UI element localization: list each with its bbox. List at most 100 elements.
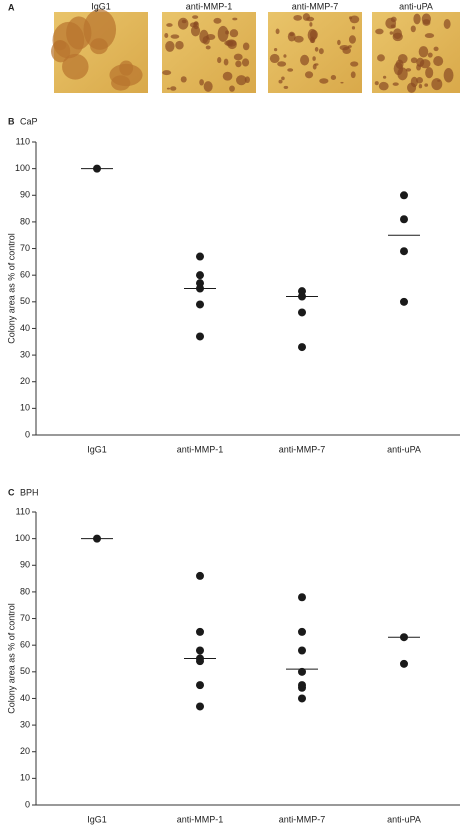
- stain: [52, 21, 85, 59]
- stain: [229, 85, 235, 92]
- stain: [443, 19, 451, 29]
- stain: [413, 13, 421, 25]
- data-point: [298, 667, 306, 676]
- stain: [277, 61, 287, 67]
- stain: [309, 22, 313, 27]
- data-point: [196, 332, 204, 341]
- y-tick-label: 90: [20, 560, 30, 570]
- x-tick-label: anti-uPA: [387, 444, 421, 454]
- y-tick-label: 40: [20, 323, 30, 333]
- data-point: [196, 681, 204, 690]
- y-tick-label: 50: [20, 296, 30, 306]
- x-tick-label: IgG1: [87, 814, 107, 824]
- stain: [233, 53, 243, 61]
- stain: [309, 36, 315, 44]
- stain: [273, 48, 278, 52]
- data-point: [196, 252, 204, 261]
- stain: [347, 45, 352, 48]
- stain: [342, 46, 351, 55]
- stain: [170, 86, 177, 91]
- y-tick-label: 10: [20, 403, 30, 413]
- data-point: [400, 191, 408, 200]
- data-point: [400, 659, 408, 668]
- stain: [300, 54, 310, 66]
- image-label: anti-uPA: [399, 1, 433, 11]
- data-point: [196, 657, 204, 666]
- data-point: [298, 343, 306, 352]
- stain: [222, 71, 233, 81]
- data-point: [400, 215, 408, 224]
- stain: [330, 75, 337, 81]
- stain: [389, 31, 394, 35]
- y-tick-label: 10: [20, 773, 30, 783]
- stain: [443, 67, 454, 83]
- stain: [203, 81, 213, 92]
- stain: [393, 62, 404, 76]
- stain: [304, 71, 314, 79]
- stain: [424, 83, 429, 87]
- stain: [416, 64, 421, 71]
- panel-label: A: [8, 2, 15, 12]
- chart-title: BPH: [20, 487, 39, 497]
- stain: [275, 28, 280, 35]
- stain: [62, 53, 89, 80]
- stain: [351, 26, 356, 30]
- stain: [205, 45, 211, 50]
- stain: [422, 19, 431, 26]
- stain: [410, 25, 416, 33]
- stain: [83, 9, 117, 50]
- stain: [293, 35, 304, 43]
- y-axis-label: Colony area as % of control: [6, 233, 16, 344]
- stain: [377, 54, 385, 62]
- data-point: [196, 300, 204, 309]
- stain: [348, 35, 356, 44]
- stain: [164, 32, 169, 39]
- stain: [407, 82, 417, 93]
- panel-label: B: [8, 116, 15, 126]
- stain: [281, 76, 285, 81]
- stain: [410, 57, 418, 64]
- stain: [427, 52, 433, 58]
- stain: [278, 79, 283, 84]
- y-tick-label: 70: [20, 243, 30, 253]
- stain: [337, 39, 341, 46]
- data-point: [196, 702, 204, 711]
- y-tick-label: 0: [25, 799, 30, 809]
- y-tick-label: 80: [20, 586, 30, 596]
- stain: [165, 40, 175, 52]
- y-tick-label: 90: [20, 190, 30, 200]
- stain: [390, 16, 397, 23]
- stain: [193, 22, 199, 26]
- stain: [111, 75, 131, 91]
- image-label: anti-MMP-7: [292, 1, 339, 11]
- y-tick-label: 20: [20, 746, 30, 756]
- stain: [241, 58, 250, 67]
- stain: [416, 77, 424, 84]
- stain: [307, 28, 317, 42]
- panel-label: C: [8, 487, 15, 497]
- stain: [217, 25, 229, 42]
- chart-title: CaP: [20, 116, 38, 126]
- stain: [202, 36, 210, 45]
- stain: [180, 76, 187, 83]
- stain: [340, 81, 344, 84]
- stain: [318, 48, 324, 55]
- stain: [192, 15, 199, 19]
- y-tick-label: 100: [15, 533, 30, 543]
- x-tick-label: anti-MMP-7: [279, 444, 326, 454]
- stain: [378, 81, 389, 91]
- data-point: [298, 627, 306, 636]
- data-point: [196, 571, 204, 580]
- stain: [283, 85, 289, 89]
- image-label: anti-MMP-1: [186, 1, 233, 11]
- data-point: [400, 247, 408, 256]
- stain: [217, 57, 222, 64]
- stain: [177, 17, 189, 30]
- stain: [53, 39, 67, 51]
- data-point: [298, 308, 306, 317]
- stain: [190, 25, 201, 37]
- data-point: [298, 683, 306, 692]
- stain: [431, 78, 443, 91]
- stain: [348, 16, 353, 20]
